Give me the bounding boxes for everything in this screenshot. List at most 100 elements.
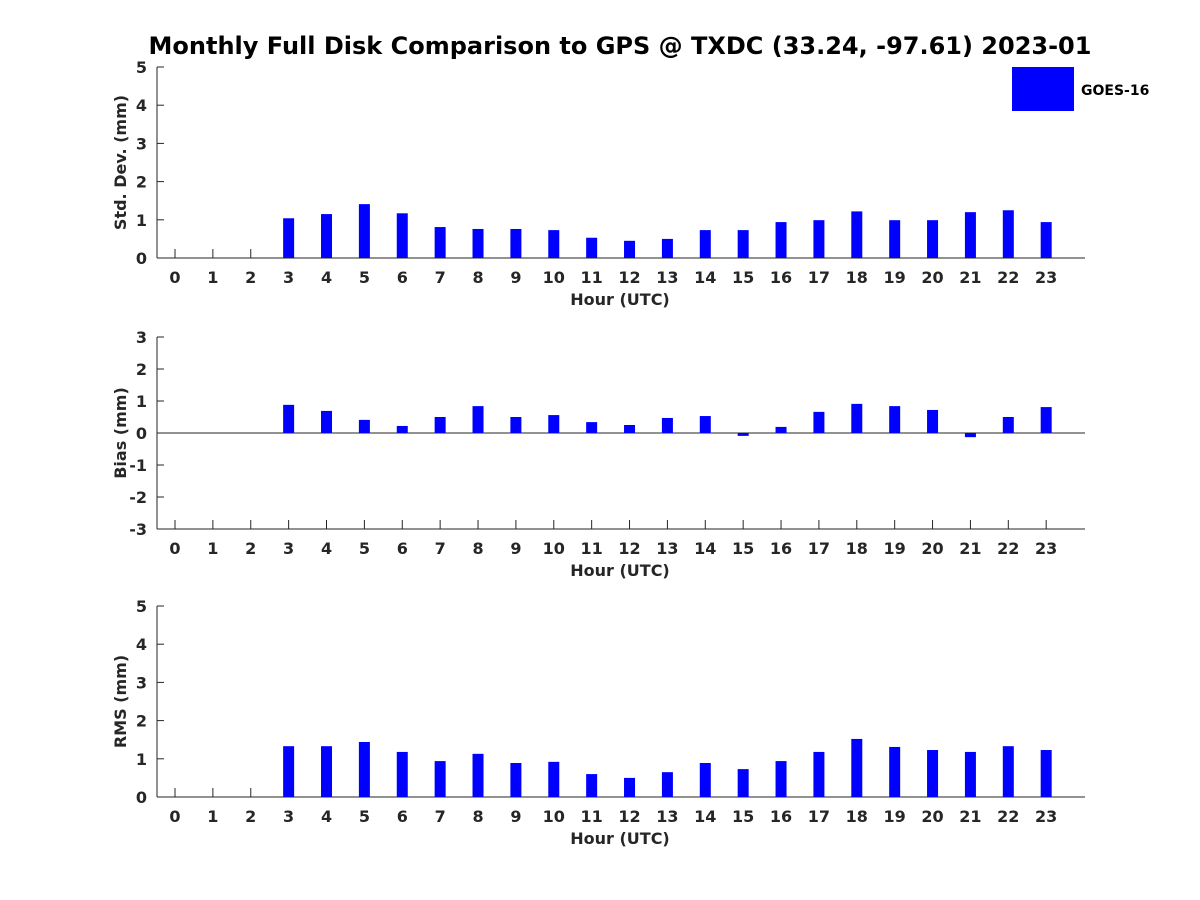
x-tick-label: 9 — [510, 807, 521, 826]
x-tick-label: 8 — [472, 268, 483, 287]
bar-hour-10 — [548, 230, 560, 258]
bar-hour-14 — [699, 230, 711, 258]
bar-hour-21 — [964, 751, 976, 797]
x-tick-label: 9 — [510, 539, 521, 558]
x-tick-label: 20 — [921, 268, 943, 287]
x-tick-label: 13 — [656, 539, 678, 558]
x-tick-label: 1 — [207, 807, 218, 826]
x-tick-label: 16 — [770, 268, 792, 287]
x-tick-label: 21 — [959, 807, 981, 826]
x-tick-label: 2 — [245, 268, 256, 287]
x-tick-label: 17 — [808, 539, 830, 558]
y-tick-label: -1 — [129, 456, 147, 475]
x-tick-label: 5 — [359, 539, 370, 558]
bar-hour-16 — [775, 426, 787, 433]
x-tick-label: 20 — [921, 807, 943, 826]
y-tick-label: 1 — [136, 750, 147, 769]
x-tick-label: 4 — [321, 807, 332, 826]
y-axis-label: Std. Dev. (mm) — [111, 95, 130, 230]
bar-hour-17 — [813, 751, 825, 797]
bar-hour-13 — [661, 772, 673, 797]
x-tick-label: 0 — [169, 539, 180, 558]
bar-hour-8 — [472, 406, 484, 433]
bar-hour-16 — [775, 761, 787, 797]
bar-hour-18 — [851, 211, 863, 258]
bar-hour-20 — [927, 750, 939, 797]
bar-hour-8 — [472, 753, 484, 797]
x-tick-label: 12 — [618, 807, 640, 826]
bar-hour-9 — [510, 228, 522, 258]
x-tick-label: 14 — [694, 539, 716, 558]
x-tick-label: 15 — [732, 268, 754, 287]
bar-hour-4 — [321, 214, 333, 258]
x-tick-label: 10 — [543, 268, 565, 287]
y-tick-label: 4 — [136, 96, 147, 115]
y-tick-label: 2 — [136, 360, 147, 379]
y-tick-label: 2 — [136, 712, 147, 731]
x-axis-label: Hour (UTC) — [570, 290, 670, 309]
x-tick-label: 22 — [997, 268, 1019, 287]
x-tick-label: 7 — [435, 807, 446, 826]
bar-hour-12 — [624, 777, 636, 797]
bar-hour-23 — [1040, 222, 1052, 258]
x-tick-label: 7 — [435, 268, 446, 287]
bar-hour-4 — [321, 410, 333, 433]
bar-hour-22 — [1002, 417, 1014, 433]
bar-hour-14 — [699, 763, 711, 797]
bar-hour-23 — [1040, 407, 1052, 433]
x-tick-label: 2 — [245, 539, 256, 558]
bar-hour-6 — [396, 213, 408, 258]
bar-hour-7 — [434, 227, 446, 258]
x-tick-label: 3 — [283, 539, 294, 558]
x-tick-label: 23 — [1035, 539, 1057, 558]
bar-hour-7 — [434, 417, 446, 433]
bar-hour-10 — [548, 761, 560, 797]
y-tick-label: 5 — [136, 58, 147, 77]
bar-hour-6 — [396, 425, 408, 433]
bar-hour-10 — [548, 415, 560, 433]
x-tick-label: 10 — [543, 807, 565, 826]
x-tick-label: 13 — [656, 268, 678, 287]
y-tick-label: 3 — [136, 673, 147, 692]
bar-hour-5 — [358, 741, 370, 797]
x-tick-label: 7 — [435, 539, 446, 558]
x-tick-label: 18 — [846, 539, 868, 558]
y-tick-label: 5 — [136, 597, 147, 616]
bar-hour-15 — [737, 433, 749, 436]
bar-hour-17 — [813, 411, 825, 433]
x-tick-label: 20 — [921, 539, 943, 558]
x-tick-label: 19 — [884, 268, 906, 287]
x-tick-label: 16 — [770, 539, 792, 558]
x-tick-label: 19 — [884, 807, 906, 826]
bar-hour-20 — [927, 220, 939, 258]
x-tick-label: 12 — [618, 268, 640, 287]
bar-hour-12 — [624, 240, 636, 258]
legend: GOES-16 — [1012, 67, 1149, 111]
y-tick-label: 0 — [136, 788, 147, 807]
x-tick-label: 19 — [884, 539, 906, 558]
bar-hour-13 — [661, 417, 673, 433]
bar-hour-22 — [1002, 746, 1014, 797]
x-tick-label: 6 — [397, 268, 408, 287]
bar-hour-20 — [927, 409, 939, 433]
y-tick-label: -3 — [129, 520, 147, 539]
x-tick-label: 4 — [321, 268, 332, 287]
bar-hour-5 — [358, 419, 370, 433]
x-tick-label: 0 — [169, 268, 180, 287]
bar-hour-22 — [1002, 210, 1014, 258]
x-tick-label: 15 — [732, 539, 754, 558]
x-tick-label: 21 — [959, 268, 981, 287]
x-tick-label: 18 — [846, 807, 868, 826]
x-tick-label: 0 — [169, 807, 180, 826]
bar-hour-4 — [321, 746, 333, 797]
y-tick-label: -2 — [129, 488, 147, 507]
x-tick-label: 5 — [359, 807, 370, 826]
y-axis-label: Bias (mm) — [111, 387, 130, 479]
y-tick-label: 3 — [136, 134, 147, 153]
x-tick-label: 17 — [808, 807, 830, 826]
x-axis-label: Hour (UTC) — [570, 561, 670, 580]
bar-hour-6 — [396, 751, 408, 797]
bar-hour-17 — [813, 220, 825, 258]
